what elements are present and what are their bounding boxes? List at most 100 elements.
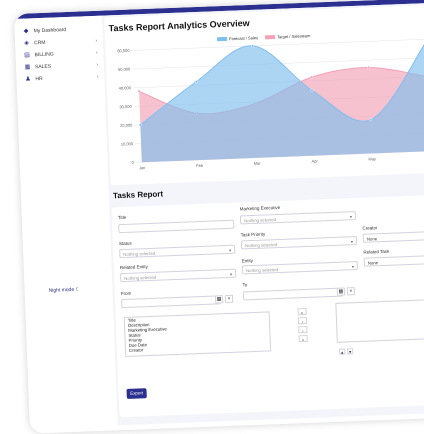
sidebar-item-label: BILLING <box>34 51 54 59</box>
x-tick-label: Jan <box>139 165 146 170</box>
title-label: Title <box>117 214 127 221</box>
from-label: From <box>120 290 132 297</box>
caret-down-icon: ▾ <box>228 247 232 253</box>
related-task-select[interactable]: None <box>363 254 424 267</box>
legend-swatch <box>217 36 228 42</box>
status-placeholder: Nothing selected <box>123 250 156 257</box>
calendar-icon[interactable]: ▦ <box>214 295 224 304</box>
data-point <box>369 118 373 122</box>
caret-down-icon: ▾ <box>229 271 233 277</box>
sidebar-item-dashboard[interactable]: ◆ My Dashboard <box>22 24 98 37</box>
app-window: ◆ My Dashboard ◈ CRM › ▤ BILLING › ▦ SAL… <box>14 0 424 434</box>
move-right-button[interactable]: › <box>297 316 308 325</box>
chevron-right-icon: › <box>95 37 98 44</box>
move-all-right-button[interactable]: » <box>297 307 307 316</box>
creator-value: None <box>366 236 378 242</box>
sales-icon: ▦ <box>24 63 31 71</box>
clear-icon[interactable]: × <box>346 287 356 296</box>
entity-label: Entity <box>241 258 254 264</box>
move-up-icon[interactable]: ▲ <box>339 348 346 355</box>
chevron-right-icon: › <box>96 61 99 68</box>
entity-select[interactable]: Nothing selected ▾ <box>241 260 359 275</box>
caret-down-icon: ▾ <box>349 214 353 220</box>
main-content: Tasks Report Analytics Overview 0 10,000 2… <box>102 1 424 426</box>
x-tick-label: May <box>368 156 376 161</box>
night-mode-toggle[interactable]: Night mode ☾ <box>49 287 81 294</box>
x-tick-label: Apr <box>311 158 318 163</box>
sidebar-item-label: CRM <box>34 39 46 47</box>
sidebar: ◆ My Dashboard ◈ CRM › ▤ BILLING › ▦ SAL… <box>14 15 119 429</box>
series-line <box>140 42 424 126</box>
marketing-executive-placeholder: Nothing selected <box>244 217 277 224</box>
available-columns-list[interactable]: Title Description Marketing Executive St… <box>123 311 272 357</box>
related-entity-label: Related Entity <box>119 264 148 271</box>
related-entity-select[interactable]: Nothing selected ▾ <box>120 268 237 283</box>
calendar-icon[interactable]: ▦ <box>336 287 346 296</box>
task-priority-select[interactable]: Nothing selected ▾ <box>240 236 358 250</box>
caret-down-icon: ▾ <box>350 239 354 245</box>
y-tick-label: 50,000 <box>118 67 131 72</box>
crm-icon: ◈ <box>24 39 30 47</box>
selected-columns-list[interactable] <box>335 298 424 343</box>
billing-icon: ▤ <box>24 51 31 59</box>
report-card: Title Marketing Executive Nothing select… <box>111 194 424 418</box>
marketing-executive-label: Marketing Executive <box>239 204 281 212</box>
area-chart: 0 10,000 20,000 30,000 40,000 50,000 60,000 Jan… <box>117 33 424 170</box>
series-area <box>140 42 424 163</box>
data-point <box>138 123 142 127</box>
data-point <box>367 66 371 70</box>
to-label: To <box>242 282 248 288</box>
move-all-left-button[interactable]: « <box>298 334 308 343</box>
from-date-input[interactable] <box>121 295 222 309</box>
y-tick-label: 30,000 <box>119 104 132 109</box>
chart-title: Tasks Report Analytics Overview <box>108 17 250 34</box>
chart-card: Tasks Report Analytics Overview 0 10,000 2… <box>104 4 424 186</box>
task-priority-placeholder: Nothing selected <box>244 242 278 249</box>
status-label: Status <box>118 240 132 247</box>
sidebar-item-sales[interactable]: ▦ SALES › <box>24 60 100 73</box>
status-select[interactable]: Nothing selected ▾ <box>119 244 236 259</box>
caret-down-icon: ▾ <box>351 264 355 270</box>
task-priority-label: Task Priority <box>240 231 266 238</box>
sidebar-item-hr[interactable]: ♟ HR › <box>24 72 100 85</box>
x-tick-label: Mar <box>254 161 262 166</box>
y-tick-label: 40,000 <box>119 85 132 90</box>
to-date-input[interactable] <box>242 287 344 301</box>
title-input[interactable] <box>118 219 235 234</box>
sidebar-item-label: SALES <box>34 63 52 71</box>
related-entity-placeholder: Nothing selected <box>124 274 157 281</box>
creator-label: Creator <box>362 225 378 231</box>
marketing-executive-select[interactable]: Nothing selected ▾ <box>239 211 357 225</box>
chevron-right-icon: › <box>95 49 98 56</box>
move-down-icon[interactable]: ▼ <box>347 348 354 355</box>
sidebar-item-label: HR <box>35 75 43 83</box>
legend-label: Target / Salesteam <box>277 33 311 39</box>
move-left-button[interactable]: ‹ <box>298 325 308 334</box>
sidebar-item-billing[interactable]: ▤ BILLING › <box>23 48 99 61</box>
export-button[interactable]: Export <box>126 388 147 399</box>
y-tick-label: 20,000 <box>120 122 133 127</box>
y-tick-label: 0 <box>131 160 134 165</box>
hr-icon: ♟ <box>25 75 31 83</box>
entity-placeholder: Nothing selected <box>245 267 279 274</box>
moon-icon: ☾ <box>75 286 81 293</box>
related-task-label: Related Task <box>363 248 390 255</box>
related-task-value: None <box>367 260 379 266</box>
legend-label: Forecast / Sales <box>229 35 258 41</box>
sidebar-item-crm[interactable]: ◈ CRM › <box>23 36 99 49</box>
report-title: Tasks Report <box>112 189 164 201</box>
data-point <box>310 88 314 92</box>
dashboard-icon: ◆ <box>23 27 29 35</box>
y-tick-label: 10,000 <box>121 141 134 146</box>
chevron-right-icon: › <box>96 73 99 80</box>
clear-icon[interactable]: × <box>224 294 234 304</box>
x-tick-label: Feb <box>196 163 204 168</box>
grid-line <box>131 38 424 51</box>
creator-select[interactable]: None <box>362 230 424 243</box>
legend-swatch <box>265 34 276 40</box>
sidebar-item-label: My Dashboard <box>33 27 67 35</box>
data-point <box>194 80 198 84</box>
night-mode-label: Night mode <box>48 286 75 294</box>
data-point <box>309 75 313 79</box>
data-point <box>251 44 255 48</box>
